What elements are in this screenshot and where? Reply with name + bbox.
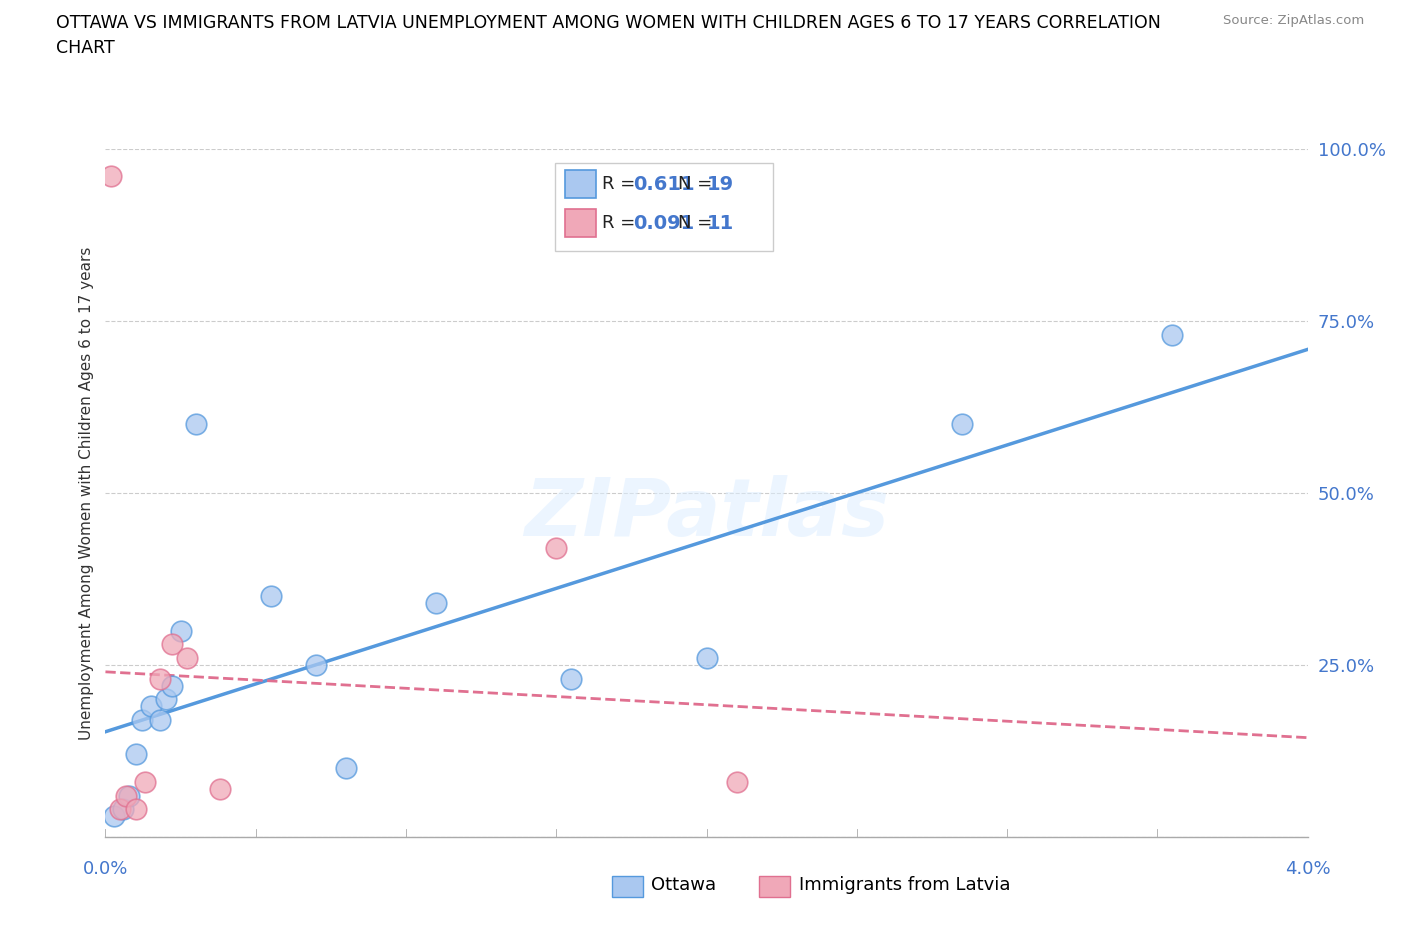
Text: Source: ZipAtlas.com: Source: ZipAtlas.com	[1223, 14, 1364, 27]
Point	[696, 651, 718, 666]
Point	[1161, 327, 1184, 342]
Point	[184, 417, 207, 432]
Text: Immigrants from Latvia: Immigrants from Latvia	[799, 876, 1010, 895]
Point	[148, 712, 170, 727]
Text: 0.611: 0.611	[633, 175, 695, 193]
Point	[725, 775, 748, 790]
Point	[160, 678, 183, 693]
Text: 11: 11	[707, 214, 734, 232]
Y-axis label: Unemployment Among Women with Children Ages 6 to 17 years: Unemployment Among Women with Children A…	[79, 246, 94, 739]
Point	[110, 802, 132, 817]
Text: N =: N =	[678, 175, 717, 193]
Text: Ottawa: Ottawa	[651, 876, 716, 895]
Point	[425, 595, 447, 610]
Point	[260, 589, 283, 604]
Point	[546, 540, 568, 555]
Point	[118, 789, 141, 804]
Point	[100, 169, 122, 184]
Text: 19: 19	[707, 175, 734, 193]
Point	[134, 775, 156, 790]
Text: R =: R =	[602, 175, 641, 193]
Point	[139, 698, 162, 713]
Point	[124, 747, 146, 762]
Point	[112, 802, 135, 817]
Text: ZIPatlas: ZIPatlas	[524, 474, 889, 552]
Text: N =: N =	[678, 214, 717, 232]
Text: 4.0%: 4.0%	[1285, 860, 1330, 878]
Point	[950, 417, 973, 432]
Text: R =: R =	[602, 214, 641, 232]
Point	[169, 623, 191, 638]
Point	[305, 658, 328, 672]
Text: OTTAWA VS IMMIGRANTS FROM LATVIA UNEMPLOYMENT AMONG WOMEN WITH CHILDREN AGES 6 T: OTTAWA VS IMMIGRANTS FROM LATVIA UNEMPLO…	[56, 14, 1161, 32]
Text: CHART: CHART	[56, 39, 115, 57]
Point	[148, 671, 170, 686]
Point	[103, 809, 125, 824]
Point	[335, 761, 357, 776]
Point	[115, 789, 138, 804]
Text: 0.091: 0.091	[633, 214, 695, 232]
Point	[208, 781, 231, 796]
Point	[560, 671, 582, 686]
Point	[155, 692, 177, 707]
Text: 0.0%: 0.0%	[83, 860, 128, 878]
Point	[160, 637, 183, 652]
Point	[124, 802, 146, 817]
Point	[131, 712, 153, 727]
Point	[176, 651, 198, 666]
